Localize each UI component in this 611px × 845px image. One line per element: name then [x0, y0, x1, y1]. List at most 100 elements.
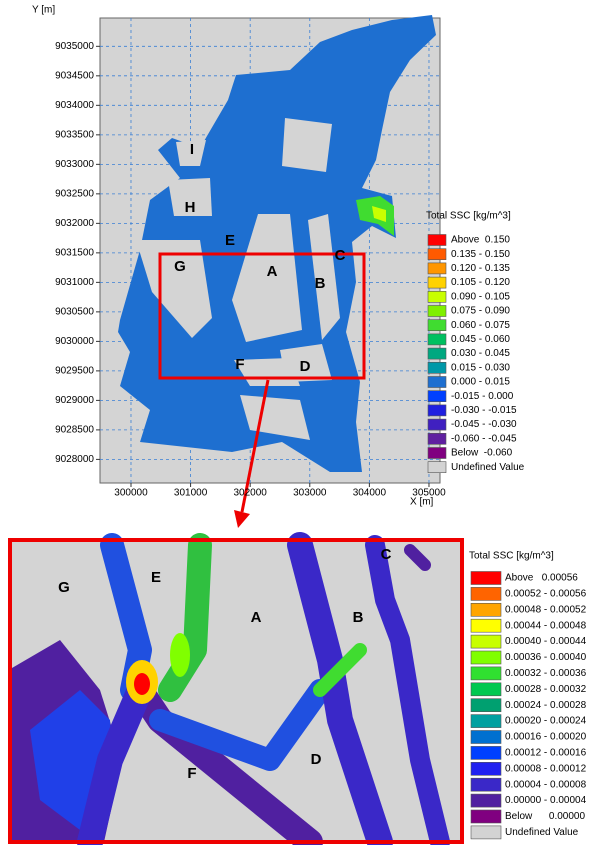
legend-label: 0.00048 - 0.00052: [505, 604, 587, 615]
legend-label: 0.120 - 0.135: [451, 263, 510, 274]
legend-swatch: [471, 762, 501, 775]
legend-swatch: [471, 603, 501, 616]
legend-label: 0.00020 - 0.00024: [505, 716, 587, 727]
legend-label: 0.060 - 0.075: [451, 320, 510, 331]
x-tick-label: 305000: [412, 488, 446, 499]
region-label: G: [174, 258, 186, 275]
legend-swatch: [428, 362, 446, 373]
y-tick-label: 9031500: [55, 248, 94, 259]
legend-swatch: [428, 462, 446, 473]
y-tick-label: 9028000: [55, 454, 94, 465]
legend-label: Below 0.00000: [505, 811, 585, 822]
legend-label: 0.00008 - 0.00012: [505, 763, 587, 774]
legend-label: Above 0.150: [451, 235, 510, 246]
legend-label: 0.015 - 0.030: [451, 362, 510, 373]
legend-label: 0.00036 - 0.00040: [505, 652, 587, 663]
legend-swatch: [471, 699, 501, 712]
legend-label: 0.135 - 0.150: [451, 249, 510, 260]
y-tick-label: 9035000: [55, 41, 94, 52]
legend-swatch: [471, 826, 501, 839]
y-tick-label: 9031000: [55, 277, 94, 288]
legend-label: Undefined Value: [505, 827, 579, 838]
legend-swatch: [428, 391, 446, 402]
legend-swatch: [428, 405, 446, 416]
legend-swatch: [428, 448, 446, 459]
legend-swatch: [428, 277, 446, 288]
legend-swatch: [471, 667, 501, 680]
legend-label: Below -0.060: [451, 448, 513, 459]
legend-label: 0.00052 - 0.00056: [505, 589, 587, 600]
y-tick-label: 9034000: [55, 100, 94, 111]
figure: Y [m] X [m] Total SSC [kg/m^3]Above 0.15…: [0, 0, 611, 845]
region-label: D: [311, 751, 322, 768]
legend-label: 0.00016 - 0.00020: [505, 732, 587, 743]
region-label: H: [185, 199, 196, 216]
x-tick-label: 302000: [233, 488, 267, 499]
x-tick-label: 301000: [174, 488, 208, 499]
legend-swatch: [471, 651, 501, 664]
legend-label: 0.075 - 0.090: [451, 306, 510, 317]
legend-swatch: [471, 619, 501, 632]
legend-label: 0.00040 - 0.00044: [505, 636, 587, 647]
legend-swatch: [471, 746, 501, 759]
legend-label: 0.00028 - 0.00032: [505, 684, 587, 695]
legend-swatch: [471, 635, 501, 648]
legend-swatch: [471, 572, 501, 585]
legend-swatch: [428, 306, 446, 317]
legend: Total SSC [kg/m^3] Above 0.150 0.135 - 0.1…: [426, 211, 525, 473]
legend-swatch: [428, 433, 446, 444]
y-axis-label: Y [m]: [32, 5, 55, 16]
legend-label: 0.00032 - 0.00036: [505, 668, 587, 679]
region-label: E: [151, 569, 161, 586]
region-label: A: [251, 609, 262, 626]
legend-swatch: [471, 683, 501, 696]
x-tick-label: 303000: [293, 488, 327, 499]
region-label: D: [300, 358, 311, 375]
y-tick-label: 9032000: [55, 218, 94, 229]
y-tick-label: 9033500: [55, 129, 94, 140]
legend-label: 0.00004 - 0.00008: [505, 779, 587, 790]
legend-swatch: [471, 731, 501, 744]
y-tick-label: 9028500: [55, 425, 94, 436]
legend-swatch: [471, 778, 501, 791]
legend-label: 0.00024 - 0.00028: [505, 700, 587, 711]
legend-label: -0.045 - -0.030: [451, 419, 517, 430]
legend-swatch: [428, 235, 446, 246]
legend-swatch: [428, 249, 446, 260]
legend-label: -0.030 - -0.015: [451, 405, 517, 416]
y-tick-label: 9030000: [55, 336, 94, 347]
y-tick-label: 9033000: [55, 159, 94, 170]
x-tick-label: 300000: [114, 488, 148, 499]
legend-label: 0.030 - 0.045: [451, 348, 510, 359]
y-tick-label: 9029000: [55, 395, 94, 406]
legend-label: 0.000 - 0.015: [451, 377, 510, 388]
legend-label: 0.00000 - 0.00004: [505, 795, 587, 806]
legend-label: Undefined Value: [451, 462, 525, 473]
region-label: G: [58, 579, 70, 596]
legend-swatch: [428, 291, 446, 302]
legend-label: 0.00012 - 0.00016: [505, 748, 587, 759]
region-label: C: [335, 247, 346, 264]
region-label: C: [381, 546, 392, 563]
legend-label: Above 0.00056: [505, 573, 578, 584]
y-tick-label: 9034500: [55, 70, 94, 81]
region-label: E: [225, 232, 235, 249]
x-tick-label: 304000: [353, 488, 387, 499]
region-label: F: [187, 765, 196, 782]
legend-swatch: [471, 587, 501, 600]
region-label: B: [315, 275, 326, 292]
region-label: A: [267, 263, 278, 280]
y-tick-label: 9029500: [55, 366, 94, 377]
region-label: B: [353, 609, 364, 626]
legend-title: Total SSC [kg/m^3]: [426, 211, 511, 222]
legend-label: 0.090 - 0.105: [451, 291, 510, 302]
legend-swatch: [471, 715, 501, 728]
legend-swatch: [428, 334, 446, 345]
y-tick-label: 9032500: [55, 188, 94, 199]
legend-swatch: [428, 320, 446, 331]
legend-swatch: [471, 794, 501, 807]
legend-swatch: [428, 348, 446, 359]
y-tick-label: 9030500: [55, 307, 94, 318]
legend-label: -0.060 - -0.045: [451, 433, 517, 444]
legend-swatch: [428, 419, 446, 430]
